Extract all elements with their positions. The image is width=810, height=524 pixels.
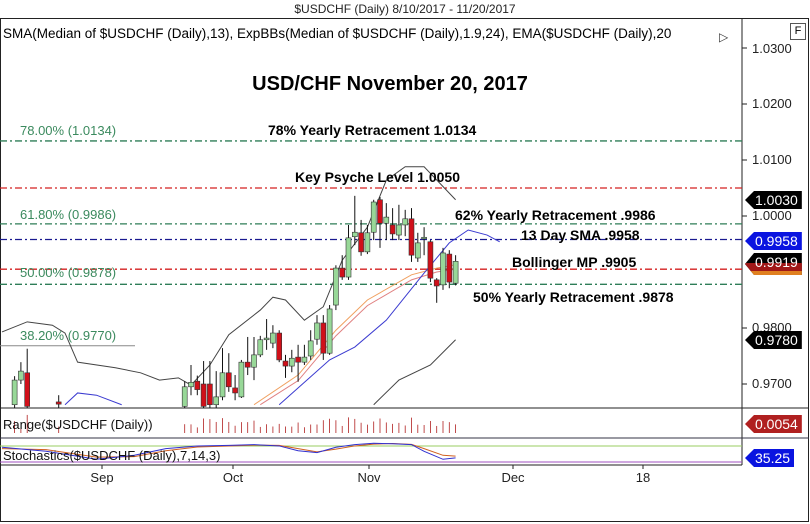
y-tick-label: 1.0300 (752, 41, 792, 56)
price-tag-sma: 0.9958 (745, 232, 802, 250)
candle-up (238, 361, 245, 398)
range-panel-label: Range($USDCHF (Daily)) (3, 417, 153, 432)
candle-down (339, 267, 346, 278)
price-tag-bb-lower: 0.9780 (745, 331, 802, 349)
fib-label-50: 50.00% (0.9878) (20, 265, 117, 280)
candle-down (408, 218, 415, 256)
f-button[interactable]: F (790, 23, 806, 40)
candle-down (207, 383, 213, 406)
candle-up (314, 322, 320, 340)
annotation-62-retracement: 62% Yearly Retracement .9986 (455, 207, 656, 223)
indicator-legend: SMA(Median of $USDCHF (Daily),13), ExpBB… (3, 26, 672, 41)
x-tick-label: Nov (357, 470, 381, 485)
candle-down (276, 332, 283, 361)
candle-down (24, 372, 31, 407)
play-arrow-icon[interactable]: ▷ (719, 30, 729, 44)
x-tick-label: Dec (501, 470, 525, 485)
ema-line-secondary (260, 268, 456, 406)
stoch-k-line (1, 442, 456, 460)
candle-up (370, 201, 377, 233)
candle-up (383, 216, 390, 224)
price-tag-close: 0.9919 (745, 253, 802, 275)
annotation-50-retracement: 50% Yearly Retracement .9878 (473, 289, 674, 305)
annotation-13-day-sma: 13 Day SMA .9958 (521, 227, 640, 243)
candle-down (244, 361, 251, 368)
candle-down (377, 199, 383, 224)
x-tick-label: Sep (90, 470, 114, 485)
chart-title: USD/CHF November 20, 2017 (252, 73, 528, 95)
candle-up (257, 339, 264, 356)
y-tick-label: 0.9700 (752, 376, 792, 391)
candle-down (389, 224, 396, 235)
y-tick-label: 1.0100 (752, 152, 792, 167)
main-plot (0, 140, 742, 408)
candle-up (345, 237, 352, 278)
candle-down (427, 241, 434, 279)
range-last-tag: 0.0054 (745, 415, 802, 433)
candle-down (282, 360, 289, 367)
candle-up (326, 308, 333, 354)
candle-down (55, 401, 62, 405)
candle-down (320, 322, 327, 354)
y-tick-label: 1.0200 (752, 96, 792, 111)
candle-up (288, 357, 295, 367)
candle-down (226, 372, 232, 388)
x-tick-label: 18 (635, 470, 651, 485)
fib-label-382: 38.20% (0.9770) (20, 328, 117, 343)
x-tick-label: Oct (222, 470, 244, 485)
candle-down (433, 279, 440, 287)
fib-label-78: 78.00% (1.0134) (20, 123, 117, 138)
sma-line (64, 392, 122, 406)
candle-up (263, 337, 270, 341)
candle-up (213, 396, 219, 406)
candle-down (232, 387, 238, 394)
candle-up (251, 354, 257, 368)
candle-up (188, 382, 194, 388)
candle-down (358, 232, 364, 253)
annotation-78-retracement: 78% Yearly Retracement 1.0134 (268, 122, 477, 138)
candle-up (396, 224, 402, 236)
candle-up (11, 379, 18, 406)
annotation-bollinger-mp: Bollinger MP .9905 (512, 254, 637, 270)
candle-up (414, 242, 421, 259)
candle-down (446, 253, 453, 283)
fib-label-618: 61.80% (0.9986) (20, 207, 117, 222)
chart-header-title: $USDCHF (Daily) 8/10/2017 - 11/20/2017 (294, 2, 516, 16)
stochastic-panel-label: Stochastics($USDCHF (Daily),7,14,3) (3, 448, 221, 463)
candle-up (452, 261, 459, 284)
candle-up (181, 386, 188, 407)
candle-up (307, 340, 314, 357)
candle-up (301, 356, 308, 363)
candle-down (194, 380, 201, 390)
annotation-key-psyche: Key Psyche Level 1.0050 (295, 169, 461, 185)
candle-up (402, 218, 409, 226)
bollinger-lower-line (373, 339, 456, 406)
sma-line (278, 229, 500, 406)
candle-up (333, 267, 339, 306)
price-tag-last-high: 1.0030 (745, 191, 802, 209)
stochastic-last-tag: 35.25 (745, 449, 795, 467)
candle-up (351, 231, 358, 238)
candle-up (364, 232, 371, 253)
candle-up (18, 370, 24, 381)
candle-up (219, 372, 226, 398)
candle-up (440, 252, 446, 286)
outer-frame (0, 18, 809, 522)
candle-down (200, 383, 207, 407)
candle-up (270, 332, 276, 344)
y-tick-label: 1.0000 (752, 208, 792, 223)
candle-up (421, 236, 427, 240)
candle-down (295, 356, 301, 363)
ema-line (253, 264, 456, 406)
